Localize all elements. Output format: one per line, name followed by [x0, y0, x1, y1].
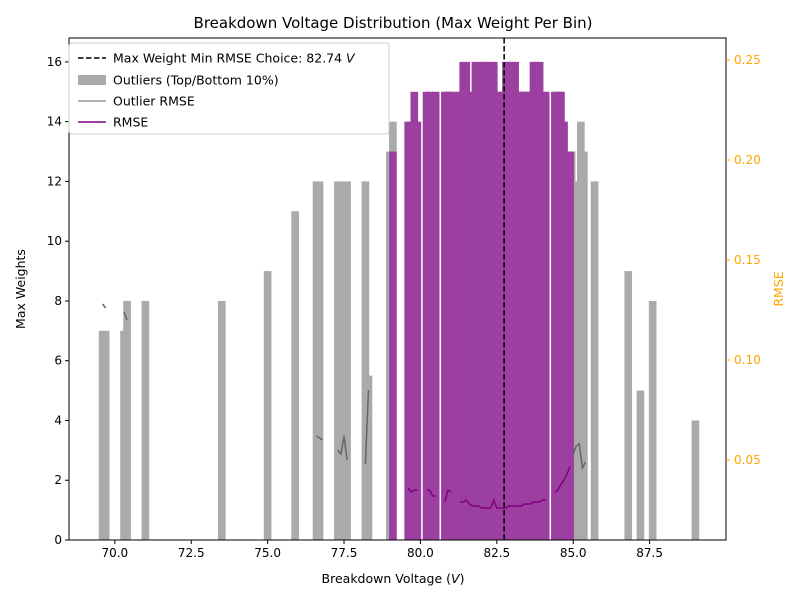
y-tick-label: 0 — [54, 533, 62, 547]
outlier-bar — [315, 181, 324, 540]
x-tick-label: 77.5 — [331, 546, 358, 560]
x-tick-label: 72.5 — [178, 546, 205, 560]
x-tick-label: 85.0 — [560, 546, 587, 560]
max-weight-bar — [566, 151, 574, 541]
axes-group: 70.0 72.5 75.0 77.5 80.0 82.5 85.0 87.5 0 2 4 6 8 10 1… — [47, 53, 761, 560]
legend: Max Weight Min RMSE Choice: 82.74 V Outl… — [68, 42, 390, 135]
y2-tick-label: 0.10 — [734, 353, 761, 367]
rmse-line — [444, 488, 452, 503]
max-weight-bar — [389, 151, 397, 541]
outlier-rmse-line — [123, 311, 128, 321]
chart-title: Breakdown Voltage Distribution (Max Weig… — [194, 14, 593, 32]
y-axis-label: Max Weights — [13, 249, 28, 329]
outlier-bar — [364, 375, 373, 540]
outlier-bar — [343, 181, 351, 540]
y-tick-label: 16 — [47, 55, 62, 69]
outlier-rmse-line — [337, 435, 348, 461]
max-weight-bar — [450, 91, 458, 541]
y-tick-label: 4 — [54, 413, 62, 427]
y2-tick-label: 0.20 — [734, 153, 761, 167]
x-tick-label: 82.5 — [483, 546, 510, 560]
y2-tick-label: 0.25 — [734, 53, 761, 67]
outlier-bar — [691, 420, 700, 540]
x-tick-label: 70.0 — [101, 546, 128, 560]
y-tick-label: 6 — [54, 354, 62, 368]
legend-rmse-label: RMSE — [113, 115, 148, 130]
rmse-line — [554, 465, 571, 493]
outlier-rmse-line — [572, 442, 587, 471]
outlier-bar — [123, 300, 131, 540]
legend-outlier-rmse-label: Outlier RMSE — [113, 94, 195, 109]
y-tick-label: 14 — [47, 115, 62, 129]
outlier-rmse-line — [102, 303, 107, 309]
y-tick-label: 2 — [54, 473, 62, 487]
max-weight-bar — [413, 121, 422, 541]
max-weight-bar — [431, 91, 440, 541]
y-tick-label: 10 — [47, 234, 62, 248]
outlier-bar — [141, 300, 150, 540]
outlier-bar — [590, 181, 599, 540]
outlier-bar — [101, 330, 110, 540]
x-tick-label: 87.5 — [636, 546, 663, 560]
legend-outlier-swatch — [78, 75, 106, 85]
outlier-bar — [361, 181, 370, 540]
rmse-line — [460, 497, 546, 509]
x-axis-label: Breakdown Voltage (V) — [322, 571, 465, 586]
outlier-bar — [291, 211, 299, 541]
max-weight-bar — [541, 91, 550, 541]
y2-tick-label: 0.15 — [734, 253, 761, 267]
y-tick-label: 12 — [47, 174, 62, 188]
rmse-line — [426, 489, 436, 497]
outlier-bar — [263, 271, 272, 540]
outlier-bar — [636, 390, 645, 540]
legend-choice-label: Max Weight Min RMSE Choice: 82.74 V — [113, 51, 356, 66]
rmse-lines-group — [102, 303, 587, 509]
legend-outlier-label: Outliers (Top/Bottom 10%) — [113, 73, 279, 88]
outlier-rmse-line — [364, 389, 370, 465]
x-tick-label: 80.0 — [407, 546, 434, 560]
y2-tick-label: 0.05 — [734, 453, 761, 467]
legend-box — [68, 42, 390, 135]
rmse-line — [407, 487, 418, 494]
y-tick-label: 8 — [54, 294, 62, 308]
outlier-bar — [648, 300, 657, 540]
outlier-bar — [580, 151, 588, 541]
bars-group — [98, 61, 700, 541]
outlier-bar — [217, 300, 226, 540]
outlier-rmse-line — [316, 435, 324, 441]
y2-axis-label: RMSE — [771, 271, 786, 306]
x-tick-label: 75.0 — [254, 546, 281, 560]
outlier-bar — [624, 271, 633, 540]
plot-frame — [68, 37, 727, 541]
